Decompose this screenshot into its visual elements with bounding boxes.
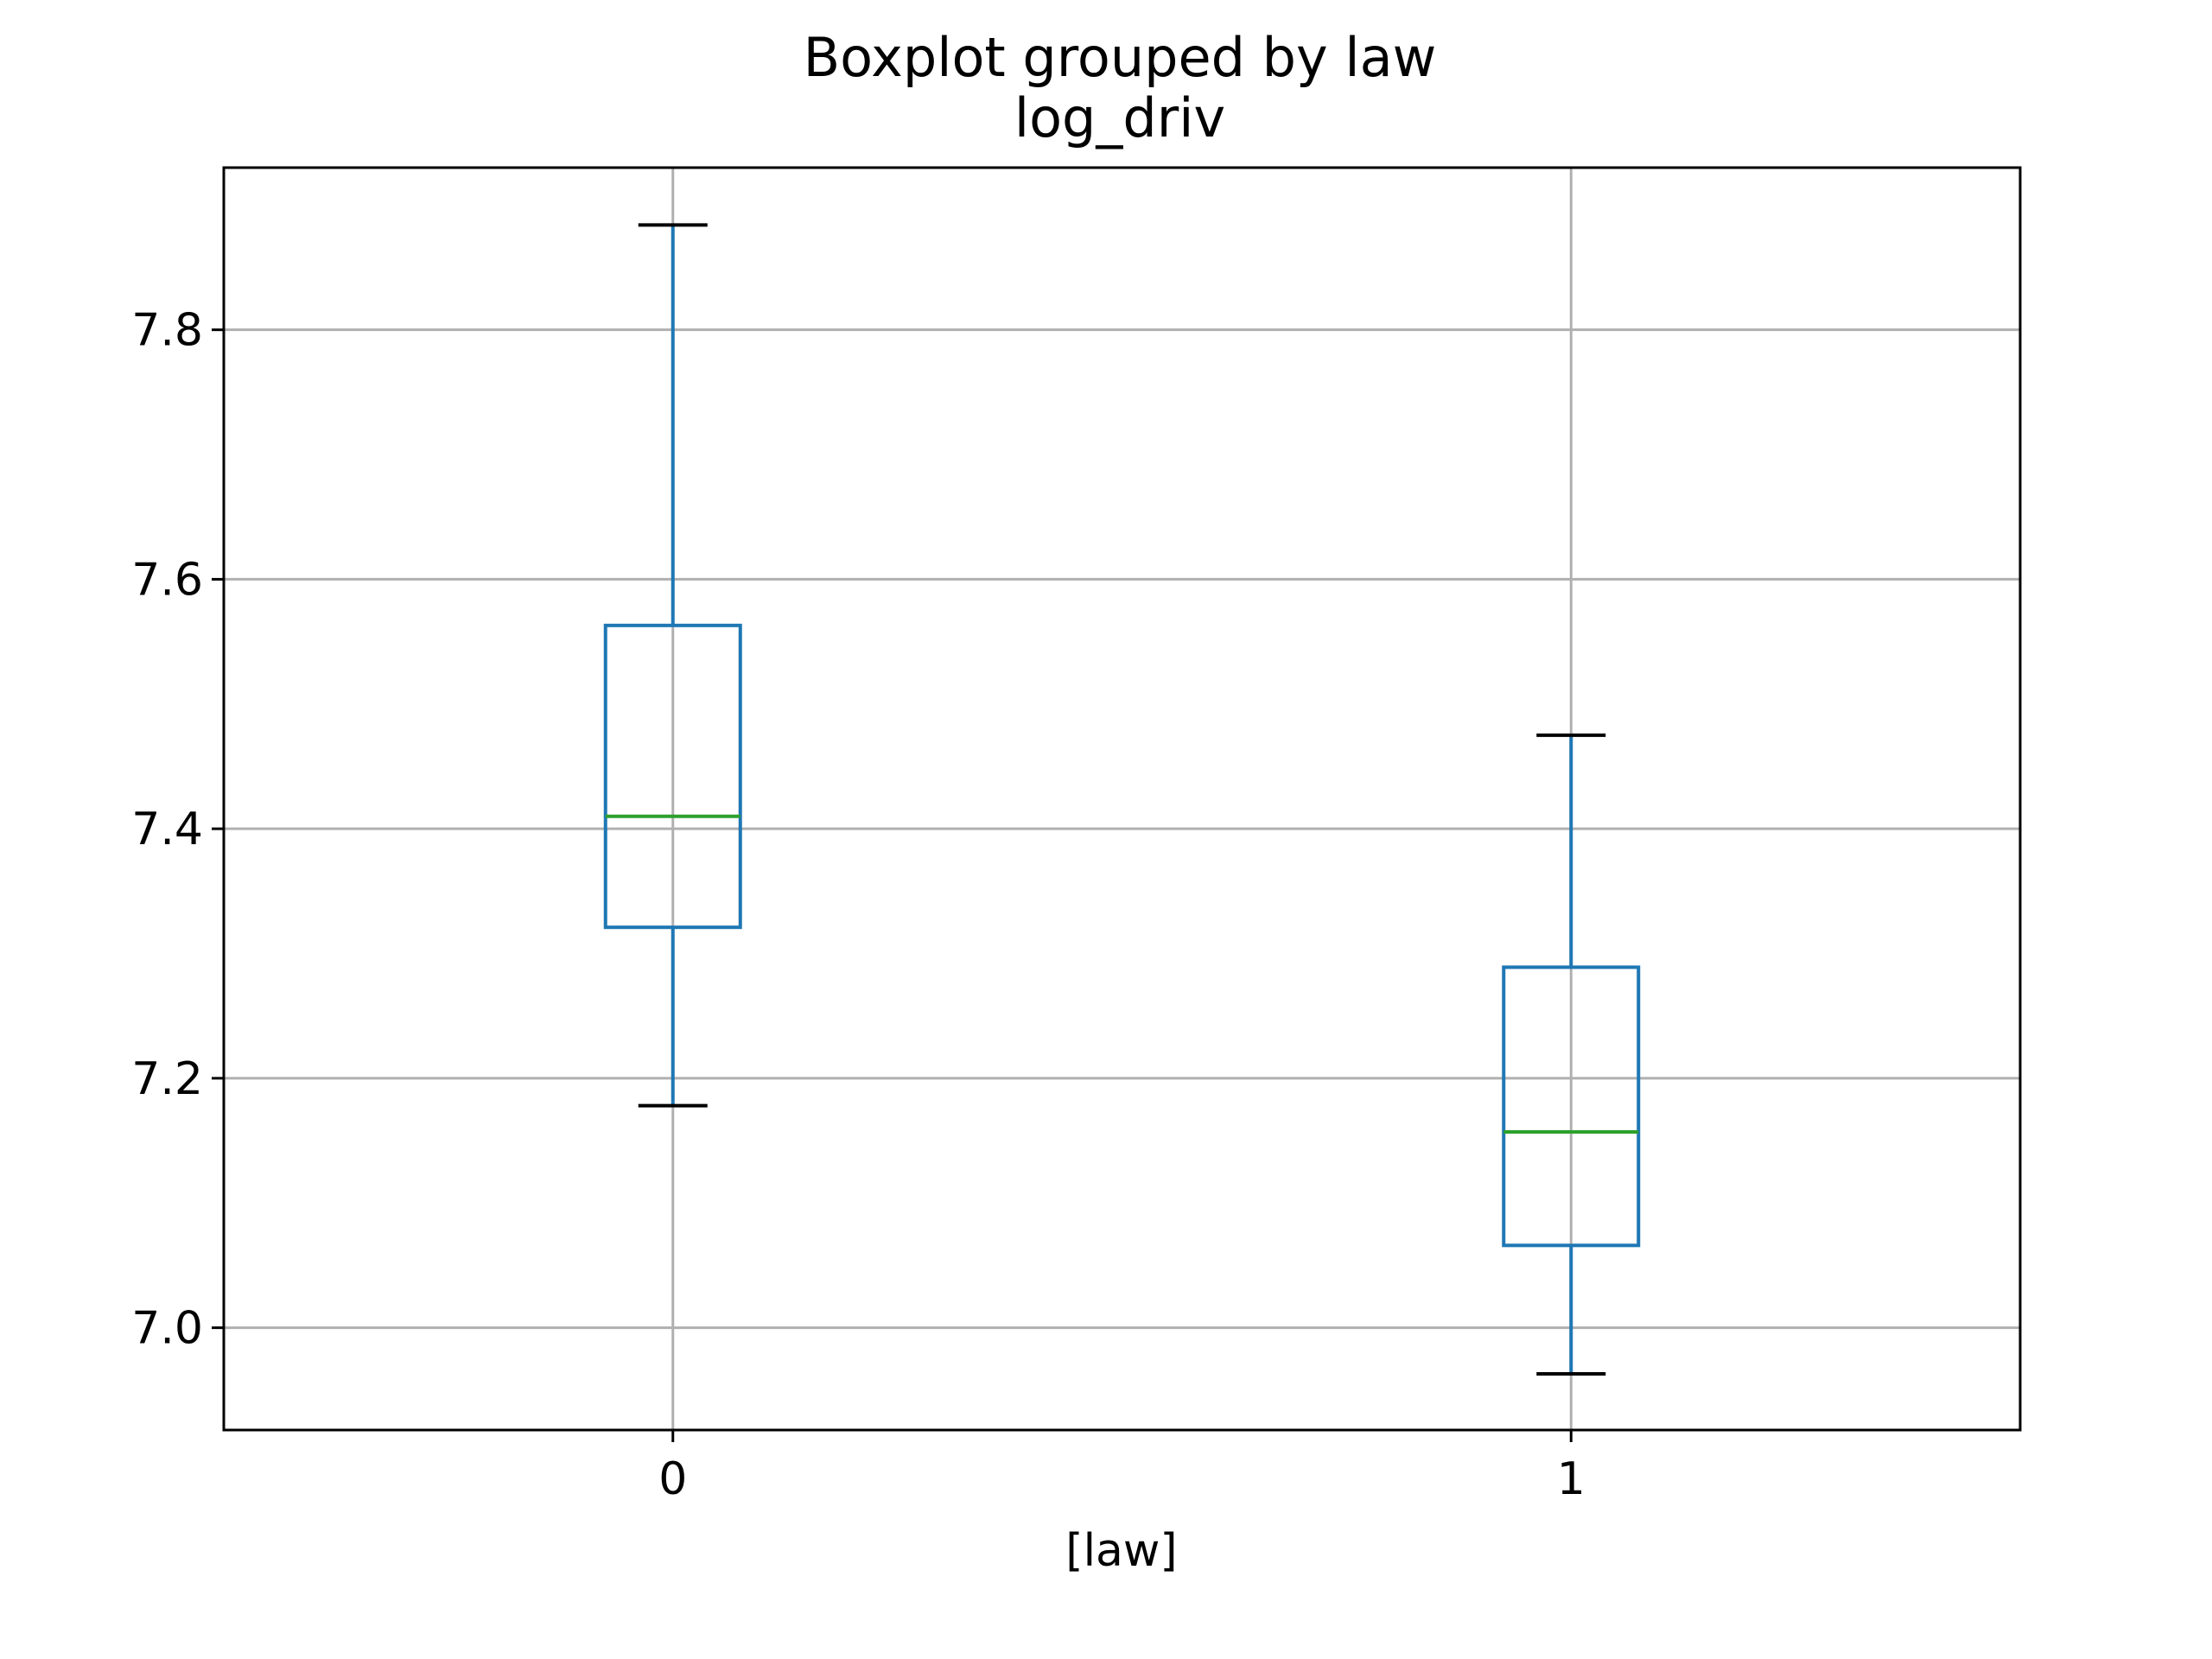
x-tick-label: 0 [658, 1453, 687, 1505]
iqr-box [603, 623, 742, 930]
plot-background [224, 168, 2020, 1430]
grid-lines [224, 168, 2020, 1430]
x-axis-label: [law] [1065, 1525, 1177, 1577]
x-tick-label: 1 [1557, 1453, 1586, 1505]
y-tick-label: 7.0 [131, 1303, 203, 1355]
y-tick-label: 7.6 [131, 554, 203, 606]
chart-subtitle: log_driv [1014, 86, 1225, 149]
plot-frame [222, 166, 2022, 1432]
plot-area [222, 166, 2022, 1432]
iqr-box [1502, 965, 1641, 1248]
box-group-1 [1502, 733, 1641, 1376]
y-axis: 7.0 7.2 7.4 7.6 7.8 [131, 305, 224, 1355]
chart-title: Boxplot grouped by law [804, 26, 1437, 89]
box-series [603, 223, 1641, 1376]
y-tick-label: 7.4 [131, 804, 203, 855]
box-group-0 [603, 223, 742, 1108]
y-tick-label: 7.2 [131, 1053, 203, 1105]
y-tick-label: 7.8 [131, 305, 203, 357]
